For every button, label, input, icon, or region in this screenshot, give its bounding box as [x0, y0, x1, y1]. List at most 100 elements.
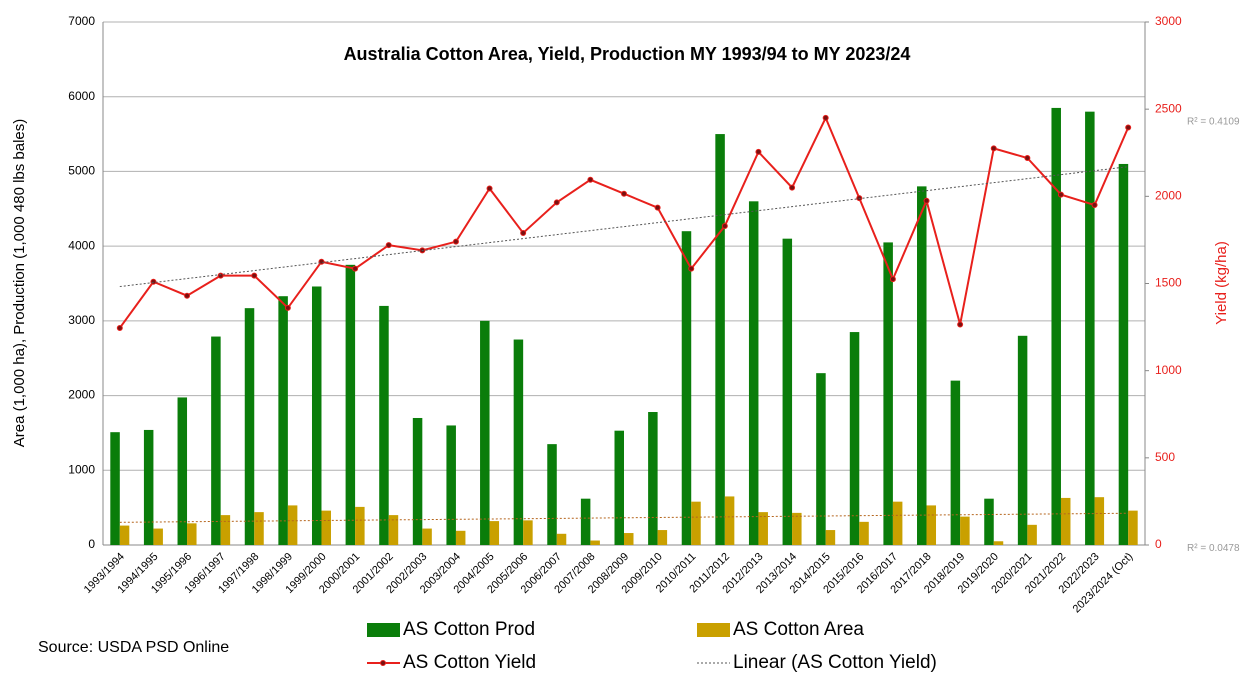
- marker: [251, 272, 258, 279]
- y-tick-label: 2000: [68, 388, 95, 402]
- bar: [580, 498, 591, 545]
- marker: [318, 258, 325, 265]
- y2-axis-label: Yield (kg/ha): [1213, 241, 1230, 325]
- bar: [624, 533, 634, 545]
- marker: [486, 185, 493, 192]
- bar: [412, 417, 423, 545]
- bar: [926, 505, 937, 545]
- y-tick-label: 5000: [68, 164, 95, 178]
- marker: [452, 238, 459, 245]
- marker: [1057, 191, 1064, 198]
- marker: [116, 324, 123, 331]
- marker: [284, 304, 291, 311]
- bar: [355, 506, 365, 545]
- marker: [184, 292, 191, 299]
- bar: [523, 520, 533, 545]
- r2-label: R² = 0.4109: [1187, 116, 1240, 127]
- x-tick-label: 2023/2024 (Oct): [1071, 551, 1136, 616]
- legend-label: AS Cotton Prod: [403, 619, 535, 640]
- bar: [379, 305, 389, 545]
- marker: [520, 229, 527, 236]
- marker: [990, 145, 997, 152]
- bar: [614, 430, 624, 545]
- y-tick-label: 1000: [68, 462, 95, 476]
- y-tick-label: 6000: [68, 89, 95, 103]
- y2-tick-label: 500: [1155, 450, 1175, 464]
- y2-tick-label: 2000: [1155, 189, 1182, 203]
- bar: [287, 505, 298, 545]
- bar: [1085, 111, 1095, 546]
- trendline: [119, 512, 1129, 523]
- y-tick-label: 4000: [68, 238, 95, 252]
- bar: [1051, 107, 1061, 546]
- marker: [822, 114, 829, 121]
- marker: [889, 276, 896, 283]
- trendline: [119, 166, 1129, 288]
- y2-tick-label: 3000: [1155, 14, 1182, 28]
- bar: [1027, 524, 1037, 545]
- bar: [715, 134, 725, 546]
- bar: [590, 540, 600, 545]
- bar: [547, 444, 557, 545]
- marker: [688, 265, 695, 272]
- marker: [856, 195, 863, 202]
- bar: [950, 380, 961, 545]
- bar: [825, 530, 836, 545]
- marker: [385, 242, 392, 249]
- marker: [923, 197, 930, 204]
- legend-swatch: [697, 623, 730, 637]
- bar: [792, 512, 802, 545]
- legend-label: AS Cotton Yield: [403, 652, 536, 673]
- bar: [648, 412, 658, 545]
- legend-swatch: [380, 660, 386, 666]
- bar: [691, 501, 701, 545]
- marker: [1024, 154, 1031, 161]
- bar: [960, 516, 970, 545]
- bar: [917, 186, 927, 545]
- marker: [1091, 202, 1098, 209]
- y-tick-label: 7000: [68, 14, 95, 28]
- bar: [984, 498, 994, 545]
- marker: [150, 278, 157, 285]
- bar: [446, 425, 456, 545]
- bar: [1118, 163, 1129, 545]
- marker: [957, 321, 964, 328]
- bar: [110, 432, 120, 545]
- bar: [345, 264, 356, 545]
- chart-title: Australia Cotton Area, Yield, Production…: [344, 44, 911, 64]
- bar: [455, 530, 466, 545]
- bar: [782, 238, 793, 545]
- bar: [187, 523, 197, 545]
- y-tick-label: 0: [88, 537, 95, 551]
- bar: [321, 510, 331, 545]
- bar: [422, 528, 432, 545]
- bar: [143, 429, 154, 545]
- y2-tick-label: 1500: [1155, 276, 1182, 290]
- bar: [388, 515, 399, 545]
- bar: [211, 336, 221, 545]
- y-axis-label: Area (1,000 ha), Production (1,000 480 l…: [11, 119, 28, 448]
- marker: [721, 222, 728, 229]
- bar: [1128, 510, 1138, 545]
- bar: [153, 528, 163, 545]
- bar: [758, 512, 768, 545]
- marker: [352, 265, 359, 272]
- marker: [553, 199, 560, 206]
- y2-tick-label: 0: [1155, 537, 1162, 551]
- bar: [859, 521, 869, 545]
- bar: [513, 339, 524, 545]
- bar: [748, 201, 759, 546]
- bar: [220, 515, 231, 545]
- bar: [681, 231, 692, 545]
- marker: [789, 184, 796, 191]
- r2-label: R² = 0.0478: [1187, 543, 1240, 554]
- bar: [556, 533, 567, 545]
- marker: [587, 176, 594, 183]
- bar: [1017, 335, 1028, 545]
- bar: [278, 296, 288, 545]
- y2-tick-label: 2500: [1155, 101, 1182, 115]
- legend-label: Linear (AS Cotton Yield): [733, 652, 937, 673]
- y-tick-label: 3000: [68, 313, 95, 327]
- marker: [1125, 124, 1132, 131]
